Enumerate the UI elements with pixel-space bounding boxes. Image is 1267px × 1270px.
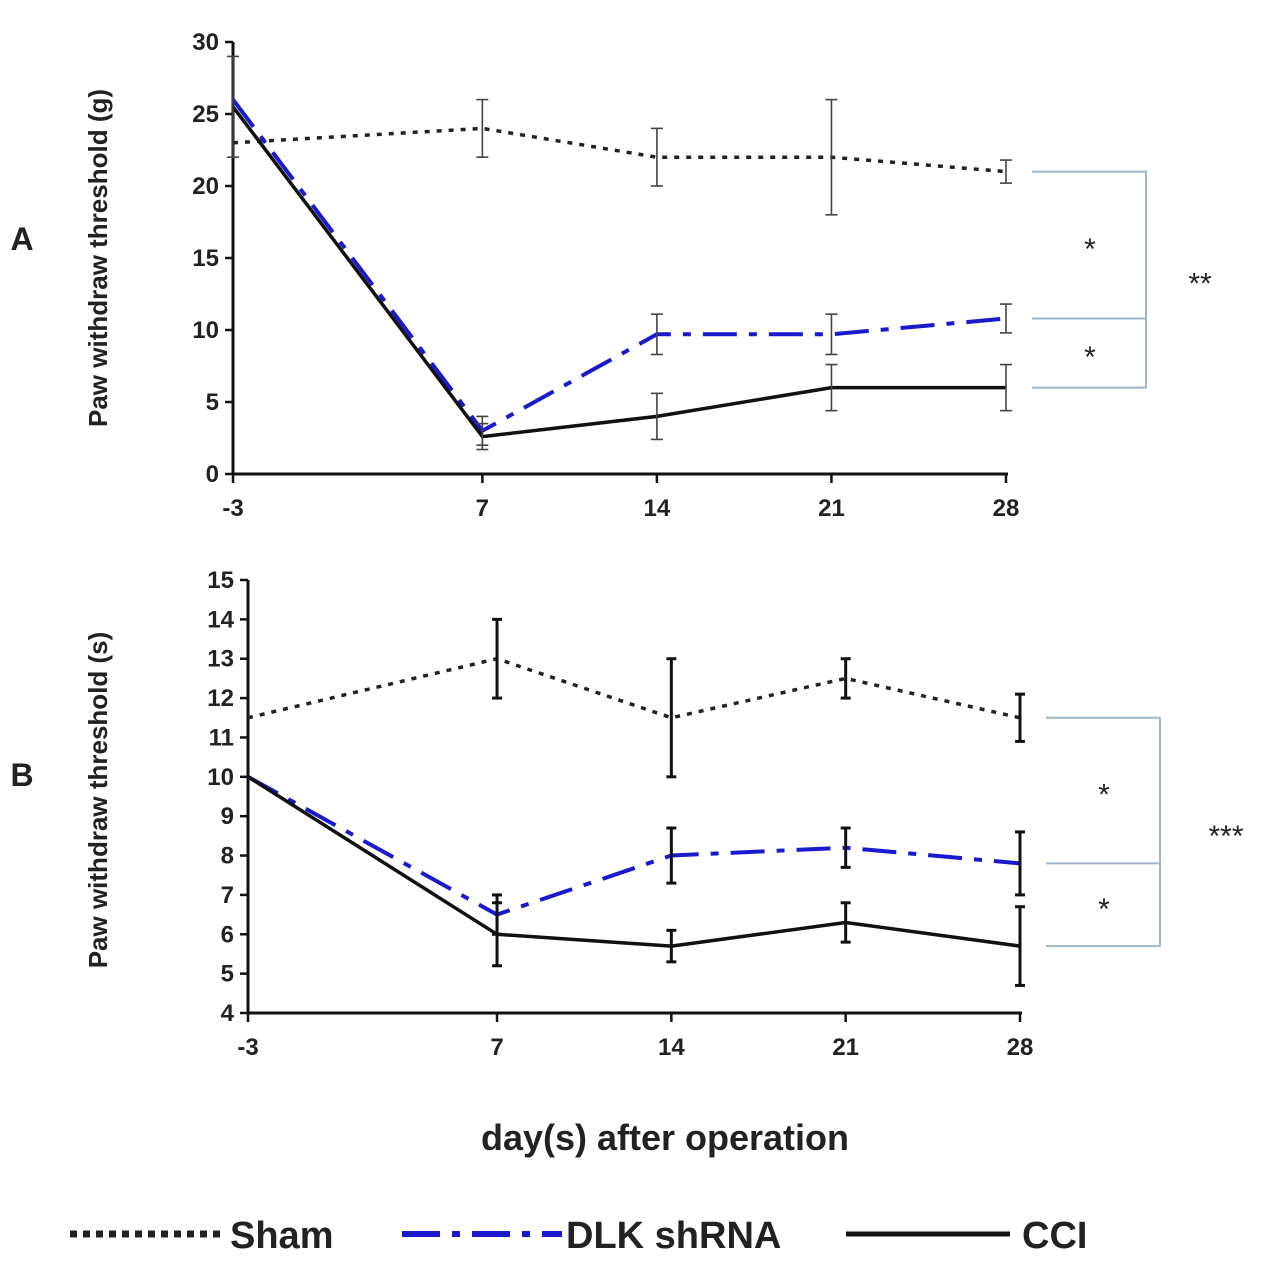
panel-a-y-tick-label: 30: [192, 29, 219, 56]
panel-a: A Paw withdraw threshold (g) 0 5 10 15 20 25 3…: [10, 29, 1212, 522]
panel-b-y-tick-label: 8: [221, 843, 234, 870]
panel-a-y-tick-label: 25: [192, 101, 219, 128]
panel-a-y-tick-label: 20: [192, 173, 219, 200]
panel-b-significance-dlk-cci: *: [1098, 893, 1110, 926]
panel-a-error-bar-dlk-shrna: [1000, 304, 1012, 333]
panel-a-significance-sham-cci: **: [1188, 268, 1212, 301]
panel-a-y-tick-label: 5: [206, 389, 219, 416]
panel-b-y-axis-label: Paw withdraw threshold (s): [83, 632, 113, 969]
panel-b-y-tick-label: 13: [207, 646, 234, 673]
panel-a-x-tick-label: -3: [222, 495, 243, 522]
panel-b-x-tick-label: 28: [1007, 1034, 1034, 1061]
panel-b-significance-sham-dlk: *: [1098, 779, 1110, 812]
panel-b-y-tick-label: 6: [221, 921, 234, 948]
panel-a-series-line-cci: [233, 107, 1006, 437]
panel-b-x-tick-label: -3: [237, 1034, 258, 1061]
legend-label-sham: Sham: [230, 1215, 333, 1257]
panel-a-y-tick-label: 15: [192, 245, 219, 272]
panel-b-y-tick-label: 15: [207, 567, 234, 594]
panel-b-y-tick-label: 4: [221, 1000, 235, 1027]
panel-a-significance-sham-dlk: *: [1084, 233, 1096, 266]
panel-b-series-line-sham: [248, 659, 1020, 718]
legend-label-dlk-shrna: DLK shRNA: [566, 1215, 781, 1257]
panel-b-x-tick-label: 7: [490, 1034, 503, 1061]
panel-b: B Paw withdraw threshold (s) 4 5 6 7 8 9 10 11 1…: [10, 567, 1243, 1061]
panel-b-label: B: [10, 757, 33, 793]
panel-b-y-tick-label: 7: [221, 882, 234, 909]
x-axis-label: day(s) after operation: [481, 1117, 849, 1158]
panel-b-y-tick-label: 14: [207, 606, 234, 633]
panel-b-y-tick-label: 9: [221, 803, 234, 830]
panel-a-significance-dlk-cci: *: [1084, 341, 1096, 374]
panel-b-y-tick-label: 5: [221, 961, 234, 988]
panel-a-x-tick-label: 28: [993, 495, 1020, 522]
figure: A Paw withdraw threshold (g) 0 5 10 15 20 25 3…: [0, 0, 1267, 1270]
panel-a-y-tick-label: 0: [206, 461, 219, 488]
panel-a-x-tick-label: 14: [644, 495, 671, 522]
panel-a-x-tick-label: 7: [476, 495, 489, 522]
panel-a-y-tick-label: 10: [192, 317, 219, 344]
panel-b-x-tick-label: 21: [832, 1034, 859, 1061]
panel-b-x-tick-label: 14: [658, 1034, 685, 1061]
panel-b-y-tick-label: 12: [207, 685, 234, 712]
panel-b-y-tick-label: 10: [207, 764, 234, 791]
panel-a-error-bar-sham: [825, 100, 837, 215]
panel-b-series-line-cci: [248, 777, 1020, 946]
panel-a-series-line-sham: [233, 128, 1006, 171]
panel-a-x-tick-label: 21: [818, 495, 845, 522]
legend: Sham DLK shRNA CCI: [70, 1215, 1087, 1257]
panel-b-significance-sham-cci: ***: [1208, 820, 1243, 853]
panel-b-series-line-dlk-shrna: [248, 777, 1020, 915]
panel-b-y-tick-label: 11: [209, 724, 234, 751]
panel-a-label: A: [10, 221, 33, 257]
legend-label-cci: CCI: [1022, 1215, 1087, 1257]
panel-a-y-axis-label: Paw withdraw threshold (g): [83, 89, 113, 427]
